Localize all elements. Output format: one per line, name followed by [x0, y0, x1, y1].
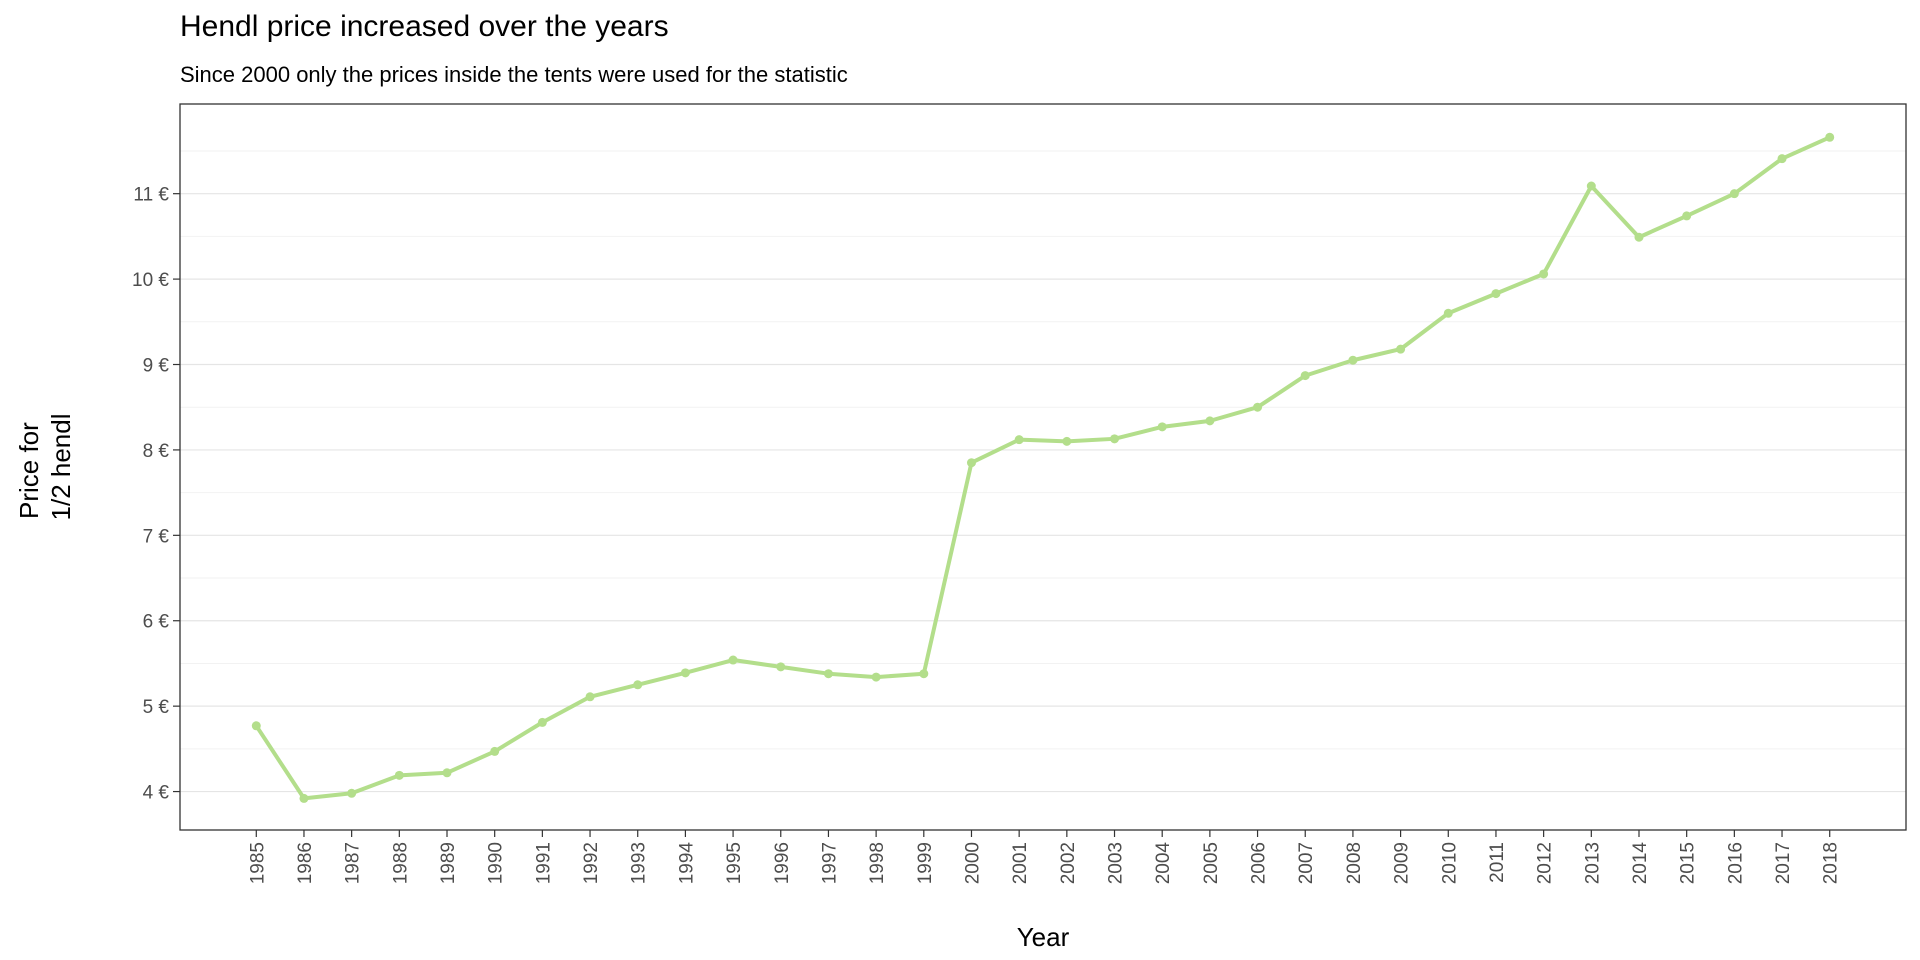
data-point — [1539, 269, 1549, 279]
x-tick-label: 2013 — [1582, 842, 1603, 884]
data-point — [1729, 189, 1739, 199]
x-tick-label: 2018 — [1821, 842, 1842, 884]
chart-subtitle: Since 2000 only the prices inside the te… — [180, 62, 848, 87]
y-tick-label: 11 € — [133, 185, 169, 206]
data-point — [1396, 344, 1406, 354]
data-point — [871, 672, 881, 682]
y-tick-label: 7 € — [143, 526, 170, 547]
x-tick-label: 1994 — [676, 842, 697, 885]
data-point — [1157, 422, 1167, 432]
data-point — [490, 746, 500, 756]
data-point — [394, 770, 404, 780]
x-tick-label: 1998 — [867, 842, 888, 884]
x-tick-label: 2012 — [1535, 842, 1556, 884]
series-line — [254, 135, 1832, 801]
data-point — [1348, 355, 1358, 365]
data-point — [680, 668, 690, 678]
x-tick-label: 1995 — [724, 842, 745, 884]
data-point — [537, 717, 547, 727]
x-tick-label: 1990 — [486, 842, 507, 884]
y-axis: 4 € 5 € 6 € 7 € 8 € 9 € 10 € 11 € — [132, 185, 180, 804]
x-tick-label: 1992 — [581, 842, 602, 884]
major-gridlines — [180, 193, 1906, 793]
data-point — [1586, 181, 1596, 191]
x-tick-label: 2000 — [962, 842, 983, 884]
plot-panel-border — [179, 103, 1907, 831]
data-point — [1300, 371, 1310, 381]
x-axis: 1985 1986 1987 1988 1989 1990 1991 1992 1993 1994… — [247, 830, 1842, 885]
x-tick-label: 1993 — [629, 842, 650, 884]
y-tick-label: 8 € — [143, 441, 170, 462]
chart-title: Hendl price increased over the years — [180, 10, 669, 43]
x-tick-label: 1987 — [343, 842, 364, 884]
x-tick-label: 2001 — [1010, 842, 1031, 884]
y-axis-title-line-2: 1/2 hendl — [46, 414, 76, 521]
data-point — [728, 655, 738, 665]
series-price — [251, 132, 1835, 803]
x-tick-label: 2014 — [1630, 842, 1651, 885]
x-tick-label: 1996 — [772, 842, 793, 884]
x-tick-label: 1989 — [438, 842, 459, 884]
x-tick-label: 2003 — [1106, 842, 1127, 884]
data-point — [1777, 154, 1787, 164]
y-tick-label: 6 € — [143, 612, 170, 633]
x-tick-label: 2011 — [1487, 842, 1508, 883]
x-tick-label: 1988 — [390, 842, 411, 884]
x-tick-label: 2010 — [1439, 842, 1460, 884]
data-point — [251, 721, 261, 731]
data-point — [442, 768, 452, 778]
y-tick-label: 9 € — [143, 356, 170, 377]
data-point — [1682, 211, 1692, 221]
x-tick-label: 2008 — [1344, 842, 1365, 884]
x-tick-label: 1986 — [295, 842, 316, 884]
data-point — [1825, 132, 1835, 142]
data-point — [1634, 232, 1644, 242]
data-point — [776, 662, 786, 672]
x-tick-label: 2006 — [1249, 842, 1270, 884]
x-tick-label: 2009 — [1392, 842, 1413, 884]
x-tick-label: 1997 — [819, 842, 840, 884]
x-tick-label: 2002 — [1058, 842, 1079, 884]
data-point — [1443, 308, 1453, 318]
x-axis-title: Year — [1017, 922, 1070, 952]
data-point — [1062, 436, 1072, 446]
data-point — [1253, 402, 1263, 412]
data-point — [633, 680, 643, 690]
data-point — [1110, 434, 1120, 444]
data-point — [1491, 289, 1501, 299]
y-tick-label: 4 € — [143, 783, 170, 804]
data-point — [919, 669, 929, 679]
data-point — [299, 793, 309, 803]
x-tick-label: 1985 — [247, 842, 268, 884]
y-tick-label: 10 € — [132, 270, 169, 291]
y-axis-title: Price for 1/2 hendl — [14, 414, 76, 521]
x-tick-label: 2016 — [1725, 842, 1746, 884]
data-point — [966, 458, 976, 468]
y-tick-label: 5 € — [143, 697, 170, 718]
x-tick-label: 2004 — [1153, 842, 1174, 885]
x-tick-label: 2015 — [1678, 842, 1699, 884]
x-tick-label: 2005 — [1201, 842, 1222, 884]
data-point — [1014, 435, 1024, 445]
x-tick-label: 1999 — [915, 842, 936, 884]
minor-gridlines — [180, 150, 1906, 750]
y-axis-title-line-1: Price for — [14, 422, 44, 519]
x-tick-label: 2007 — [1296, 842, 1317, 884]
x-tick-label: 1991 — [533, 842, 554, 884]
x-tick-label: 2017 — [1773, 842, 1794, 884]
data-point — [585, 692, 595, 702]
data-point — [1205, 416, 1215, 426]
data-point — [347, 788, 357, 798]
data-point — [823, 669, 833, 679]
